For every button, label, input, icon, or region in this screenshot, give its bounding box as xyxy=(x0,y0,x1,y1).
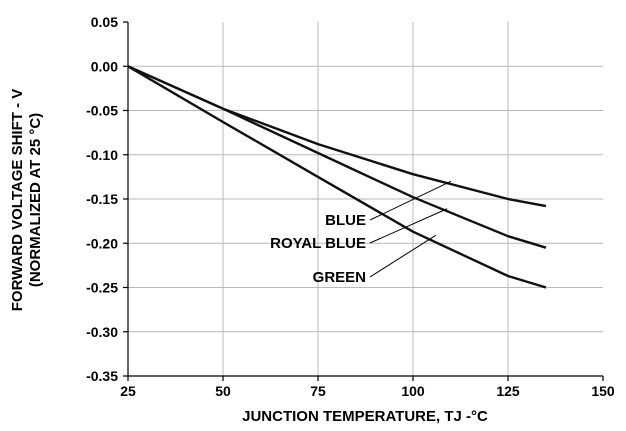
y-axis-title-line1: FORWARD VOLTAGE SHIFT - V xyxy=(9,89,26,312)
y-tick-label: -0.10 xyxy=(86,147,118,163)
x-tick-label: 25 xyxy=(120,383,136,399)
grid-layer xyxy=(128,22,603,376)
annotation-label-green: GREEN xyxy=(313,269,366,286)
x-tick-label: 50 xyxy=(215,383,231,399)
series-layer xyxy=(127,65,547,289)
x-tick-label: 150 xyxy=(591,383,615,399)
y-tick-label: -0.25 xyxy=(86,280,118,296)
y-tick-label: 0.05 xyxy=(91,14,118,30)
annotation-leader-royal-blue xyxy=(369,208,448,244)
y-tick-label: -0.30 xyxy=(86,324,118,340)
y-axis-title-group: FORWARD VOLTAGE SHIFT - V (NORMALIZED AT… xyxy=(9,89,44,312)
annotation-label-royal-blue: ROYAL BLUE xyxy=(270,235,366,252)
series-line-green xyxy=(127,65,547,289)
series-line-royal-blue xyxy=(127,65,547,249)
y-tick-label: -0.15 xyxy=(86,191,118,207)
y-axis-title-line2: (NORMALIZED AT 25 °C) xyxy=(27,113,44,287)
x-tick-label: 125 xyxy=(496,383,520,399)
y-tick-label: 0.00 xyxy=(91,58,118,74)
annotation-label-blue: BLUE xyxy=(325,212,366,229)
x-tick-label: 75 xyxy=(310,383,326,399)
series-line-blue xyxy=(127,65,547,208)
y-tick-label: -0.35 xyxy=(86,368,118,384)
annotation-layer: BLUE ROYAL BLUE GREEN xyxy=(270,180,452,286)
x-tick-label: 100 xyxy=(401,383,425,399)
x-axis-title: JUNCTION TEMPERATURE, TJ -°C xyxy=(242,408,488,425)
y-tick-label: -0.20 xyxy=(86,235,118,251)
y-tick-label: -0.05 xyxy=(86,103,118,119)
annotation-leader-blue xyxy=(369,180,452,221)
annotation-leader-green xyxy=(369,234,437,278)
tick-layer: 25 50 75 100 125 150 0.05 0.00 -0.05 -0.10 -0.15 -0… xyxy=(86,14,615,399)
